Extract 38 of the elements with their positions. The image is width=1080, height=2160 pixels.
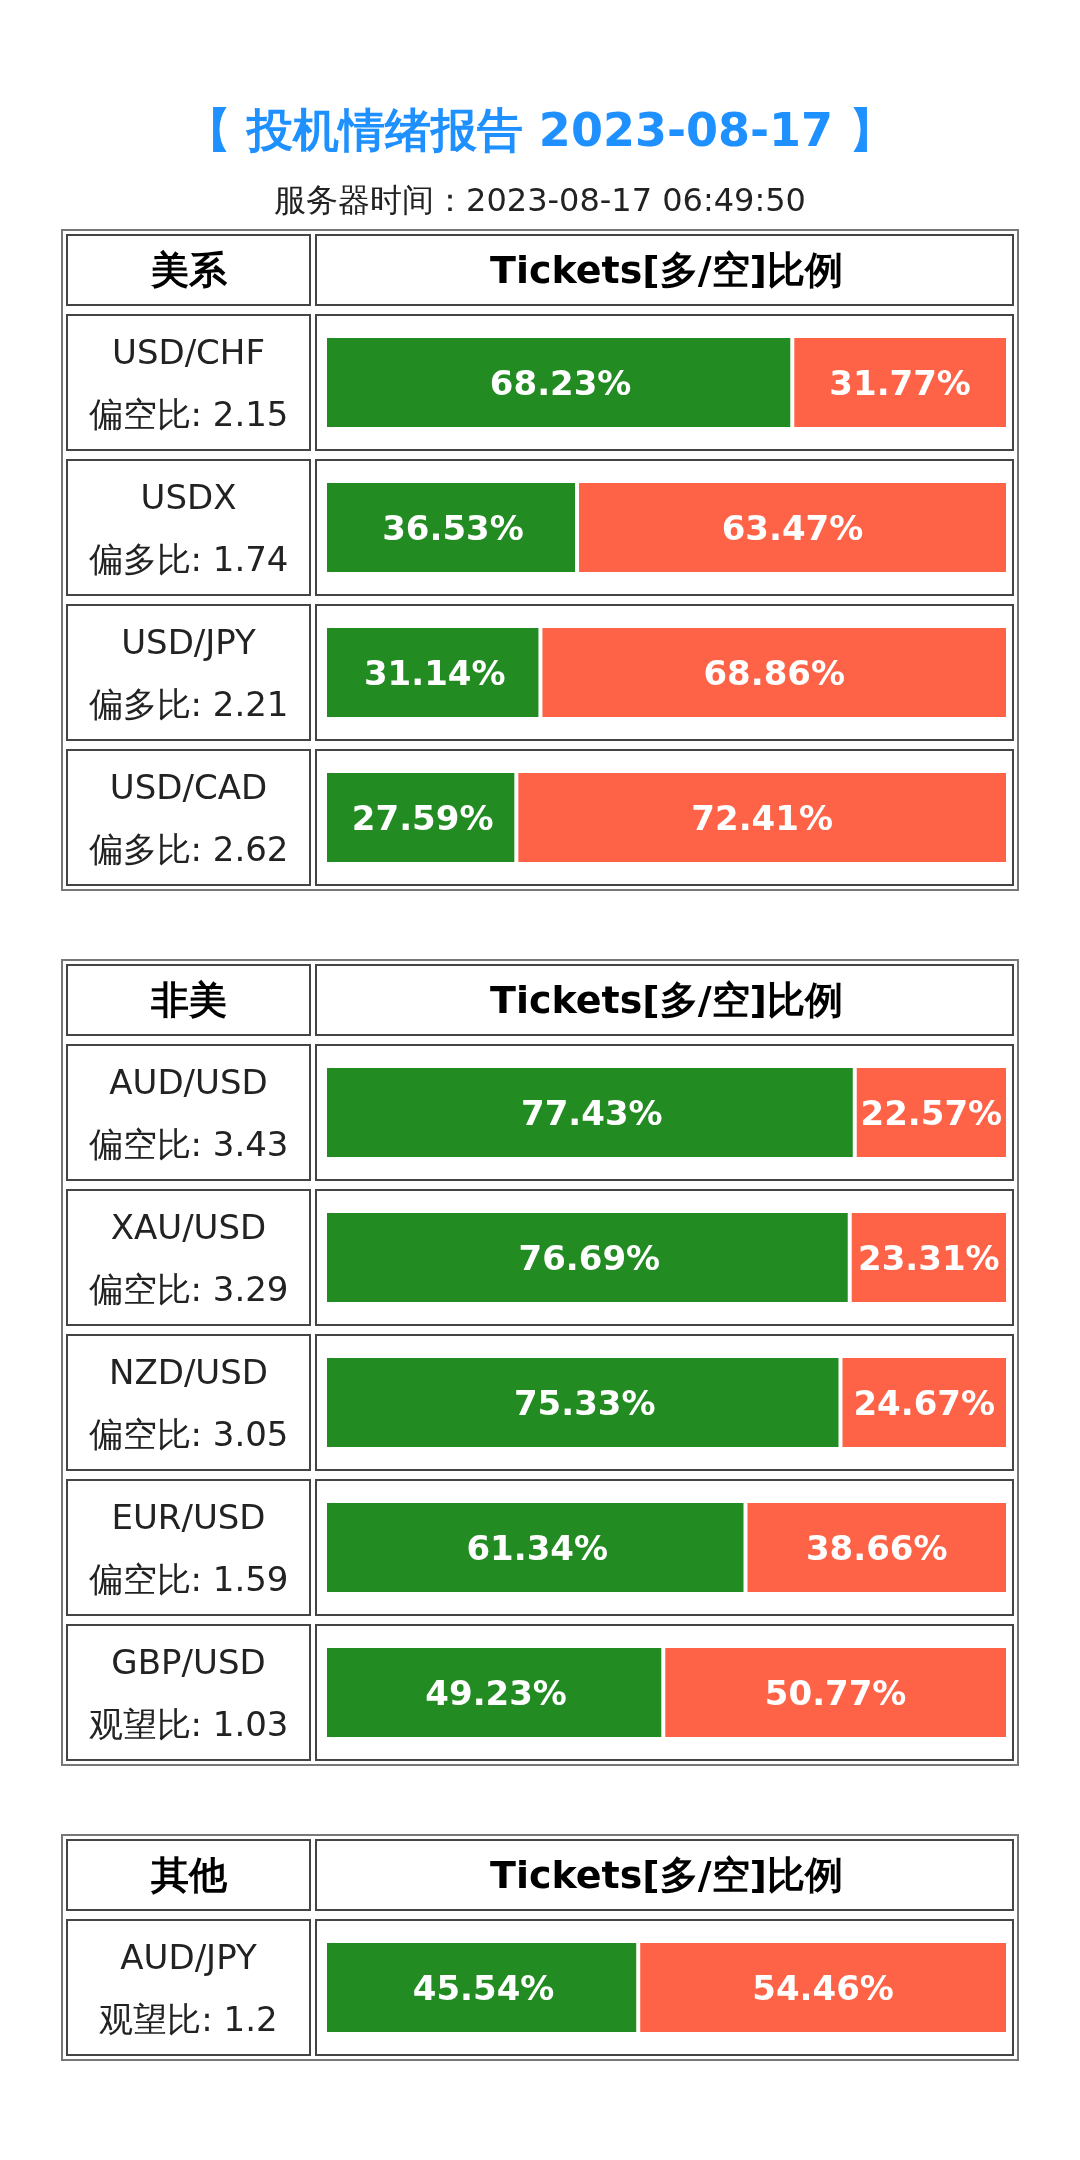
y-tick-label: USD/JPY 偏多比: 2.21 [88,621,289,724]
data-label: 45.54% [412,1967,555,2008]
y-axis-title: 非美 [149,978,227,1022]
y-tick-label: USD/CAD 偏多比: 2.62 [88,766,289,869]
data-label: 72.41% [691,797,833,838]
y-tick-label: AUD/JPY 观望比: 1.2 [99,1936,278,2039]
y-axis-title: 美系 [149,248,228,292]
y-tick-label: AUD/USD 偏空比: 3.43 [88,1061,289,1164]
data-label: 31.14% [363,652,506,693]
y-tick-label: USDX 偏多比: 1.74 [88,476,289,579]
y-axis-title: 其他 [149,1853,228,1897]
data-label: 23.31% [858,1237,1000,1278]
x-axis-title: Tickets[多/空]比例 [490,1853,843,1897]
data-label: 77.43% [521,1092,663,1133]
chart-title: 【 投机情绪报告 2023-08-17 】 [184,103,896,157]
data-label: 50.77% [764,1672,907,1713]
data-label: 36.53% [382,507,524,548]
data-label: 22.57% [860,1092,1003,1133]
y-tick-label: EUR/USD 偏空比: 1.59 [88,1496,289,1599]
data-label: 49.23% [425,1672,567,1713]
data-label: 27.59% [351,797,494,838]
data-label: 76.69% [518,1237,661,1278]
data-label: 68.23% [489,362,632,403]
data-label: 61.34% [466,1527,609,1568]
data-label: 31.77% [829,362,971,403]
x-axis-title: Tickets[多/空]比例 [490,978,843,1022]
data-label: 68.86% [703,652,846,693]
y-tick-label: XAU/USD 偏空比: 3.29 [88,1206,289,1309]
y-tick-label: NZD/USD 偏空比: 3.05 [88,1351,289,1454]
data-label: 24.67% [853,1382,996,1423]
y-tick-label: USD/CHF 偏空比: 2.15 [88,331,289,434]
data-label: 63.47% [721,507,864,548]
x-axis-title: Tickets[多/空]比例 [490,248,843,292]
data-label: 75.33% [513,1382,656,1423]
y-tick-label: GBP/USD 观望比: 1.03 [88,1641,289,1744]
data-label: 38.66% [805,1527,948,1568]
chart-subtitle: 服务器时间：2023-08-17 06:49:50 [274,181,806,219]
data-label: 54.46% [752,1967,894,2008]
